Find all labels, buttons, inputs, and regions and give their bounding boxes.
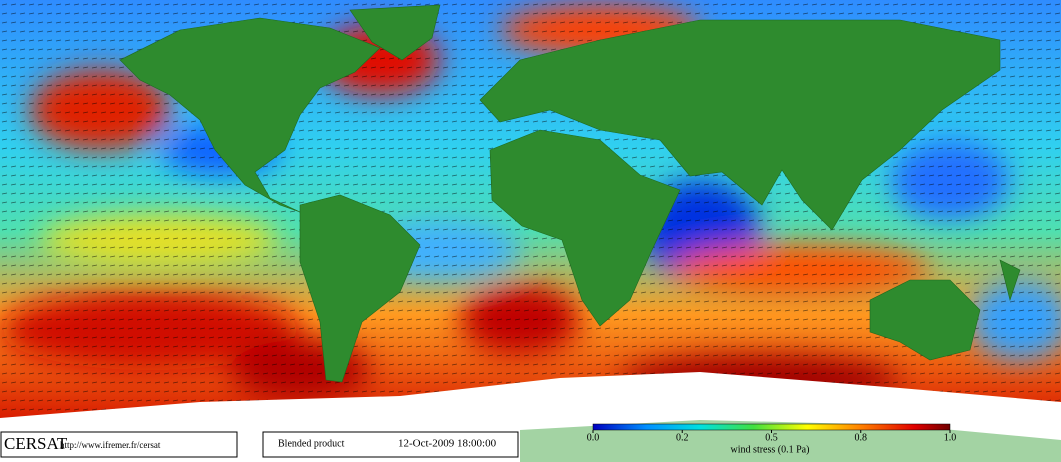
colorbar-tick-label: 0.5 [765,432,778,443]
colorbar-tick-label: 0.8 [855,432,868,443]
colorbar: wind stress (0.1 Pa) 0.0 0.2 0.5 0.8 1.0 [587,423,957,455]
australia [869,279,981,361]
url: http://www.ifremer.fr/cersat [60,440,161,450]
greenland [349,4,441,61]
product: Blended product [278,438,345,449]
product-box [262,431,519,458]
logo-box [0,431,238,458]
north-america [119,17,381,213]
africa [489,129,681,327]
eurasia [479,19,1001,231]
continents [119,4,1021,383]
colorbar-title: wind stress (0.1 Pa) [731,444,810,455]
south-america [299,194,421,383]
colorbar-gradient [592,423,951,431]
logo: CERSAT [4,434,68,453]
new-guinea [999,259,1021,302]
antarctica-terrain [520,420,1061,462]
timestamp: 12-Oct-2009 18:00:00 [398,438,497,450]
colorbar-tick-label: 0.2 [676,432,689,443]
footer: CERSAT http://www.ifremer.fr/cersat Blen… [0,431,519,458]
colorbar-tick-label: 1.0 [944,432,957,443]
colorbar-tick-label: 0.0 [587,432,600,443]
